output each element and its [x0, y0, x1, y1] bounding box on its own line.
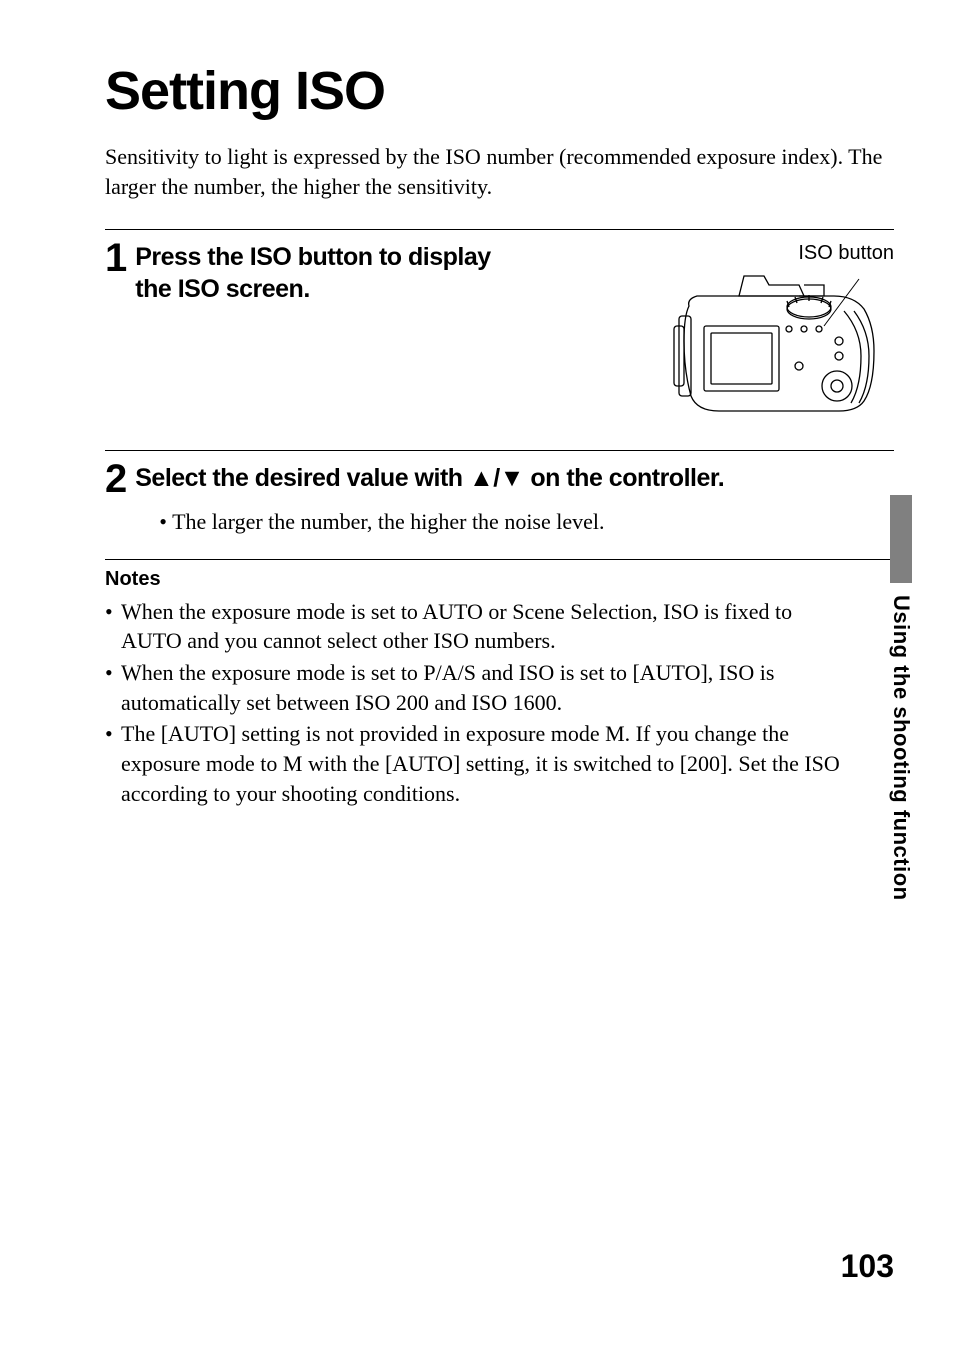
- iso-button-label: ISO button: [669, 242, 894, 265]
- page-number: 103: [841, 1248, 894, 1285]
- step-1-block: 1 Press the ISO button to display the IS…: [105, 229, 894, 426]
- note-item: When the exposure mode is set to AUTO or…: [105, 597, 852, 656]
- intro-paragraph: Sensitivity to light is expressed by the…: [105, 142, 894, 201]
- bullet-text: The larger the number, the higher the no…: [172, 509, 604, 534]
- camera-diagram-icon: [669, 271, 894, 421]
- bullet-prefix: •: [159, 509, 172, 534]
- notes-section: Notes When the exposure mode is set to A…: [105, 559, 894, 809]
- side-tab: Using the shooting function: [888, 495, 914, 901]
- notes-list: When the exposure mode is set to AUTO or…: [105, 597, 852, 809]
- note-item: The [AUTO] setting is not provided in ex…: [105, 719, 852, 808]
- step-1-heading: Press the ISO button to display the ISO …: [135, 242, 661, 305]
- step-1-heading-line2: the ISO screen.: [135, 275, 310, 303]
- side-section-label: Using the shooting function: [888, 595, 914, 901]
- step-1-heading-line1: Press the ISO button to display: [135, 243, 490, 271]
- page-title: Setting ISO: [105, 60, 894, 122]
- step-1-number: 1: [105, 238, 127, 278]
- step-2-number: 2: [105, 459, 127, 499]
- tab-mark: [890, 495, 912, 583]
- step-2-heading: Select the desired value with ▲/▼ on the…: [135, 463, 852, 494]
- notes-heading: Notes: [105, 568, 852, 591]
- step-2-bullet: • The larger the number, the higher the …: [159, 509, 852, 535]
- step-2-block: 2 Select the desired value with ▲/▼ on t…: [105, 450, 894, 534]
- note-item: When the exposure mode is set to P/A/S a…: [105, 658, 852, 717]
